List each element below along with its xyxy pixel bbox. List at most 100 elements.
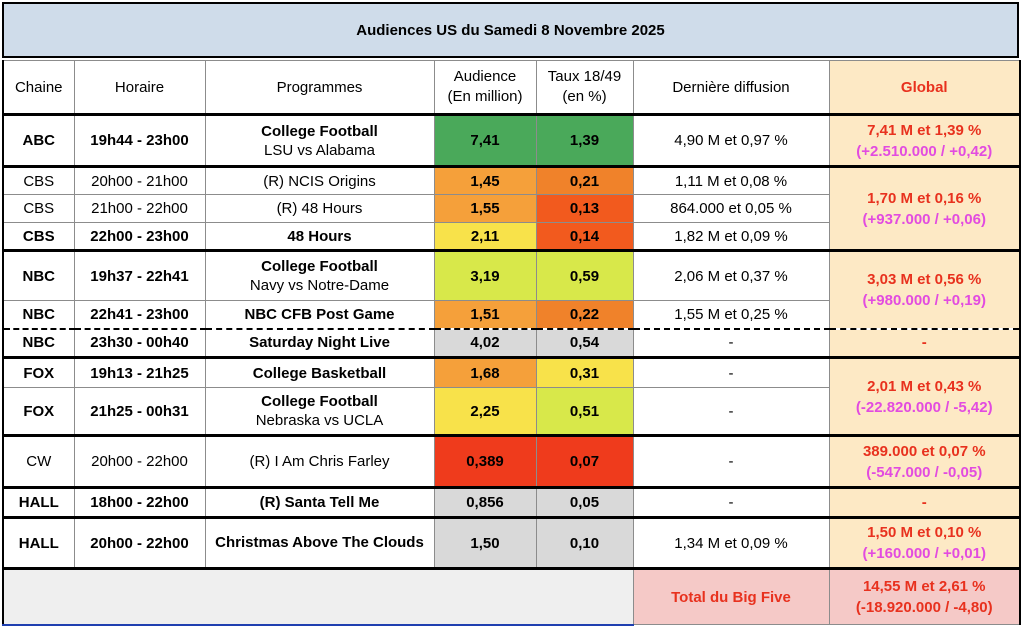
global-value: 2,01 M et 0,43 % — [867, 377, 982, 395]
cell-derniere: - — [632, 434, 830, 488]
cell-derniere: - — [632, 356, 830, 388]
cell-derniere: - — [632, 327, 830, 358]
cell-horaire: 20h00 - 22h00 — [73, 516, 206, 569]
global-delta: (+980.000 / +0,19) — [862, 291, 986, 309]
cell-programme: (R) 48 Hours — [204, 194, 435, 223]
header-horaire: Horaire — [73, 60, 206, 115]
table-row: CW 20h00 - 22h00 (R) I Am Chris Farley 0… — [2, 434, 1021, 488]
cell-global: 1,70 M et 0,16 % (+937.000 / +0,06) — [828, 165, 1021, 251]
table-row: HALL 18h00 - 22h00 (R) Santa Tell Me 0,8… — [2, 486, 1021, 518]
total-delta: (-18.920.000 / -4,80) — [855, 599, 993, 616]
programme-subtitle: Navy vs Notre-Dame — [249, 277, 390, 294]
cell-chaine: HALL — [2, 486, 75, 518]
cell-chaine: CW — [2, 434, 75, 488]
cell-horaire: 19h37 - 22h41 — [73, 249, 206, 301]
table-row: CBS 21h00 - 22h00 (R) 48 Hours 1,55 0,13… — [2, 194, 1020, 223]
cell-taux: 0,13 — [535, 194, 634, 223]
ratings-table: Chaine Horaire Programmes Audience (En m… — [2, 60, 1021, 626]
cell-programme: College Football LSU vs Alabama — [204, 113, 435, 167]
cell-derniere: 4,90 M et 0,97 % — [632, 113, 830, 167]
global-delta: (+937.000 / +0,06) — [862, 210, 986, 228]
cell-taux: 1,39 — [535, 113, 634, 167]
cell-taux: 0,51 — [535, 387, 634, 436]
cell-horaire: 21h00 - 22h00 — [73, 194, 206, 223]
header-audience-line1: Audience — [453, 68, 517, 85]
cell-global: 2,01 M et 0,43 % (-22.820.000 / -5,42) — [828, 356, 1021, 436]
cell-audience: 1,45 — [433, 165, 537, 195]
cell-derniere: - — [632, 387, 830, 436]
cell-chaine: CBS — [2, 165, 75, 195]
cell-audience: 1,50 — [433, 516, 537, 569]
cell-taux: 0,54 — [535, 327, 634, 358]
programme-title: College Football — [261, 122, 378, 140]
global-delta: (-547.000 / -0,05) — [866, 463, 983, 481]
cell-global: 1,50 M et 0,10 % (+160.000 / +0,01) — [828, 516, 1021, 569]
cell-programme: (R) I Am Chris Farley — [204, 434, 435, 488]
table-row: CBS 20h00 - 21h00 (R) NCIS Origins 1,45 … — [2, 165, 1021, 251]
cell-programme: NBC CFB Post Game — [204, 300, 435, 329]
global-delta: (-22.820.000 / -5,42) — [855, 398, 993, 416]
cell-horaire: 19h44 - 23h00 — [73, 113, 206, 167]
cell-horaire: 20h00 - 22h00 — [73, 434, 206, 488]
cell-audience: 4,02 — [433, 327, 537, 358]
global-delta: (+160.000 / +0,01) — [862, 545, 986, 562]
table-row: ABC 19h44 - 23h00 College Football LSU v… — [2, 113, 1021, 167]
cell-derniere: 1,55 M et 0,25 % — [632, 300, 830, 329]
cell-audience: 0,856 — [433, 486, 537, 518]
cell-horaire: 18h00 - 22h00 — [73, 486, 206, 518]
table-row: NBC 19h37 - 22h41 College Football Navy … — [2, 249, 1021, 329]
cell-horaire: 23h30 - 00h40 — [73, 327, 206, 358]
table-row: FOX 19h13 - 21h25 College Basketball 1,6… — [2, 356, 1021, 436]
cell-audience: 1,68 — [433, 356, 537, 388]
cell-audience: 2,11 — [433, 222, 537, 251]
cell-derniere: - — [632, 486, 830, 518]
cell-derniere: 1,82 M et 0,09 % — [632, 222, 830, 251]
cell-horaire: 19h13 - 21h25 — [73, 356, 206, 388]
cell-horaire: 22h00 - 23h00 — [73, 222, 206, 251]
cell-derniere: 1,34 M et 0,09 % — [632, 516, 830, 569]
cell-audience: 1,51 — [433, 300, 537, 329]
footer-empty — [2, 567, 634, 626]
cell-taux: 0,05 — [535, 486, 634, 518]
global-value: 7,41 M et 1,39 % — [867, 121, 982, 139]
programme-title: College Football — [261, 258, 378, 275]
cell-programme: Saturday Night Live — [204, 327, 435, 358]
global-value: 389.000 et 0,07 % — [862, 442, 986, 460]
cell-chaine: ABC — [2, 113, 75, 167]
cell-taux: 0,31 — [535, 356, 634, 388]
cell-horaire: 21h25 - 00h31 — [73, 387, 206, 436]
cell-programme: College Football Navy vs Notre-Dame — [204, 249, 435, 301]
cell-global: - — [828, 327, 1021, 358]
cell-audience: 3,19 — [433, 249, 537, 301]
footer-row: Total du Big Five 14,55 M et 2,61 % (-18… — [2, 567, 1021, 626]
header-audience-line2: (En million) — [447, 88, 523, 105]
cell-audience: 1,55 — [433, 194, 537, 223]
table-title: Audiences US du Samedi 8 Novembre 2025 — [2, 2, 1019, 58]
cell-chaine: FOX — [2, 356, 75, 388]
cell-global: - — [828, 486, 1021, 518]
cell-global: 7,41 M et 1,39 % (+2.510.000 / +0,42) — [828, 113, 1021, 167]
cell-programme: 48 Hours — [204, 222, 435, 251]
global-value: 1,50 M et 0,10 % — [867, 524, 982, 541]
cell-derniere: 1,11 M et 0,08 % — [632, 165, 830, 195]
table-row: NBC 23h30 - 00h40 Saturday Night Live 4,… — [2, 327, 1021, 358]
cell-chaine: NBC — [2, 300, 75, 329]
cell-horaire: 22h41 - 23h00 — [73, 300, 206, 329]
cell-programme: Christmas Above The Clouds — [204, 516, 435, 569]
cell-audience: 2,25 — [433, 387, 537, 436]
cell-taux: 0,14 — [535, 222, 634, 251]
cell-programme: (R) NCIS Origins — [204, 165, 435, 195]
cell-taux: 0,07 — [535, 434, 634, 488]
global-value: - — [921, 334, 927, 352]
header-taux-line1: Taux 18/49 — [547, 68, 622, 85]
total-value: 14,55 M et 2,61 % — [862, 578, 986, 595]
table-row: CBS 22h00 - 23h00 48 Hours 2,11 0,14 1,8… — [2, 222, 1020, 251]
table-row: HALL 20h00 - 22h00 Christmas Above The C… — [2, 516, 1021, 569]
cell-derniere: 864.000 et 0,05 % — [632, 194, 830, 223]
footer-label: Total du Big Five — [632, 567, 830, 625]
cell-chaine: NBC — [2, 249, 75, 301]
cell-chaine: CBS — [2, 222, 75, 251]
cell-chaine: CBS — [2, 194, 75, 223]
header-audience: Audience (En million) — [433, 60, 537, 115]
programme-title: College Football — [261, 393, 378, 410]
